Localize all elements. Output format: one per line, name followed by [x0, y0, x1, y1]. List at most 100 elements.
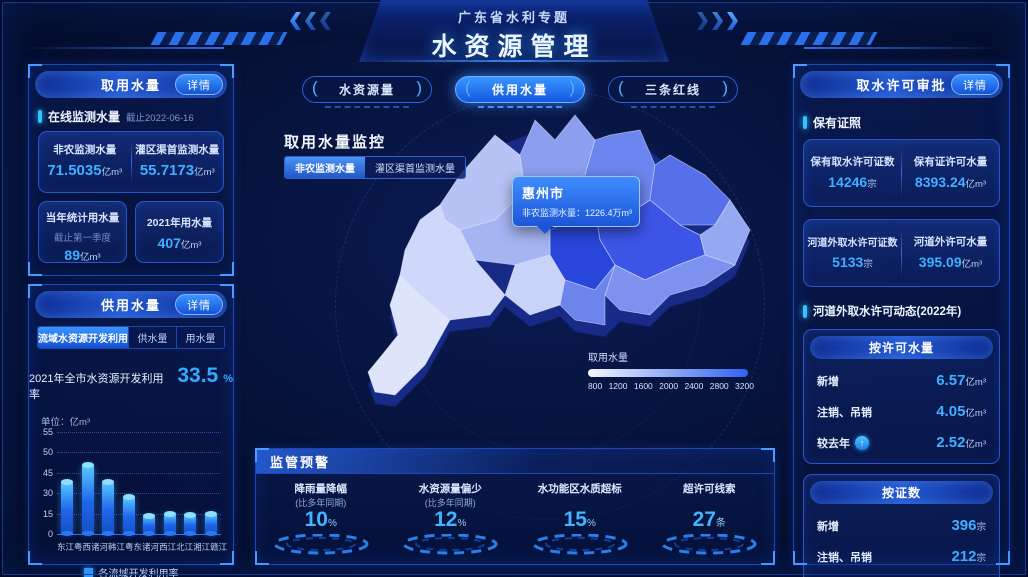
x-tick: 东江	[57, 542, 75, 552]
map-region[interactable]	[559, 264, 616, 326]
summary-unit: %	[223, 373, 233, 385]
legend-ticks: 800 1200 1600 2000 2400 2800 3200	[588, 381, 754, 391]
section-marker-icon	[803, 116, 807, 129]
x-tick: 北江	[176, 542, 194, 552]
stat-label: 当年统计用水量	[45, 212, 120, 224]
y-tick: 45	[42, 467, 53, 478]
subpanel-title: 按证数	[810, 481, 993, 504]
section-permit-dynamics: 河道外取水许可动态(2022年)	[803, 303, 1000, 319]
x-tick: 赣江	[210, 542, 228, 552]
panel-permit-header: 取水许可审批 详情	[800, 71, 1003, 98]
row-vs-last-year: 较去年 ↑ 2.52亿m³	[817, 434, 986, 451]
page-title: 水资源管理	[431, 33, 597, 61]
stat-unit: 亿m³	[80, 252, 101, 263]
stat-value: 55.7173	[139, 162, 195, 179]
subpanel-title: 按许可水量	[810, 336, 993, 359]
header-line-right	[804, 47, 1004, 49]
map-tooltip: 惠州市 非农监测水量：1226.4万m³	[512, 176, 640, 234]
held-licenses-card: 保有取水许可证数 14246宗 保有证许可水量 8393.24亿m³	[803, 139, 1000, 207]
basin-bar-chart: 55 50 45 30 15 0	[43, 427, 221, 539]
panel-water-permit: 取水许可审批 详情 保有证照 保有取水许可证数 14246宗 保有证许可水量 8…	[793, 64, 1010, 577]
section-title: 在线监测水量	[48, 110, 121, 124]
section-held-licenses: 保有证照	[803, 114, 1000, 131]
y-tick: 50	[42, 447, 53, 458]
tooltip-value-line: 非农监测水量：1226.4万m³	[522, 206, 633, 219]
detail-button[interactable]: 详情	[175, 74, 223, 95]
row-new: 新增 6.57亿m³	[817, 372, 986, 389]
detail-button[interactable]: 详情	[175, 294, 223, 315]
utilization-summary: 2021年全市水资源开发利用率 33.5 %	[29, 364, 233, 402]
bar	[102, 479, 115, 536]
summary-value: 33.5	[177, 364, 219, 387]
panel-title: 取水许可审批	[856, 78, 947, 93]
summary-label: 2021年全市水资源开发利用率	[29, 373, 164, 401]
legend-label: 各流域开发利用率	[98, 569, 179, 577]
section-online-monitoring: 在线监测水量 截止2022-06-16	[38, 108, 224, 125]
legend-gradient-bar	[588, 369, 748, 377]
x-axis-labels: 东江 粤西诸河 韩江 粤东诸河 西江 北江 湘江 赣江	[57, 541, 227, 553]
tab-water-resource[interactable]: ( 水资源量 )	[302, 76, 432, 108]
subpanel-by-count: 按证数 新增 396宗 注销、吊销 212宗 较去年↑ 184宗	[803, 474, 1000, 577]
panel-title: 取用水量	[100, 78, 161, 93]
bar	[81, 461, 94, 537]
section-title: 河道外取水许可动态(2022年)	[813, 306, 962, 318]
stat-unit: 亿m³	[194, 167, 215, 178]
tab-use-volume[interactable]: 用水量	[176, 327, 224, 348]
dashed-ring-icon	[661, 533, 757, 555]
row-cancelled: 注销、吊销 212宗	[817, 548, 986, 565]
alerts-title: 监管预警	[256, 449, 774, 474]
last-year-card: 2021年用水量 407亿m³	[135, 201, 224, 263]
tooltip-value: 1226.4万m³	[585, 208, 633, 218]
row-cancelled: 注销、吊销 4.05亿m³	[817, 403, 986, 420]
map-section-title: 取用水量监控	[284, 134, 387, 151]
detail-button[interactable]: 详情	[951, 74, 999, 95]
x-tick: 韩江	[108, 542, 126, 552]
bar	[184, 511, 197, 537]
section-marker-icon	[38, 110, 42, 123]
divider	[130, 141, 132, 183]
dashed-ring-icon	[273, 533, 369, 555]
tab-water-supply[interactable]: ( 供用水量 )	[455, 76, 585, 108]
stat-note: 截止第一季度	[53, 233, 111, 244]
toggle-irrigation-monitoring[interactable]: 灌区渠首监测水量	[365, 157, 465, 178]
x-tick: 粤东诸河	[125, 542, 160, 552]
x-tick: 西江	[159, 542, 177, 552]
map-color-legend: 取用水量 800 1200 1600 2000 2400 2800 3200	[588, 349, 754, 391]
tooltip-label: 非农监测水量：	[522, 208, 586, 218]
tab-three-red-lines[interactable]: ( 三条红线 )	[608, 76, 738, 108]
map-region[interactable]	[604, 254, 736, 316]
panel-water-intake-header: 取用水量 详情	[35, 71, 227, 98]
y-tick: 15	[42, 508, 53, 519]
stat-label: 2021年用水量	[146, 217, 213, 229]
y-tick: 30	[42, 488, 53, 499]
chevrons-left-icon	[290, 12, 331, 30]
supply-tabs: 流域水资源开发利用 供水量 用水量	[37, 326, 225, 349]
yearly-cards: 当年统计用水量 截止第一季度 89亿m³ 2021年用水量 407亿m³	[38, 201, 224, 263]
panel-water-supply-header: 供用水量 详情	[35, 291, 227, 318]
header-shape	[359, 0, 669, 62]
x-tick: 湘江	[193, 542, 211, 552]
stat-irrigation: 灌区渠首监测水量 55.7173亿m³	[132, 132, 224, 192]
alert-water-quality: 水功能区水质超标 15%	[519, 481, 641, 563]
tab-basin-utilization[interactable]: 流域水资源开发利用	[38, 327, 128, 348]
section-marker-icon	[803, 304, 807, 318]
section-title: 保有证照	[813, 116, 862, 130]
tab-supply-volume[interactable]: 供水量	[128, 327, 176, 348]
y-tick: 0	[47, 529, 53, 539]
dashed-ring-icon	[532, 533, 628, 555]
tooltip-city: 惠州市	[522, 186, 565, 201]
legend-swatch-icon	[83, 568, 93, 577]
header: 广东省水利专题 水资源管理	[24, 0, 1004, 66]
map-region[interactable]	[367, 274, 451, 396]
main-tabs: ( 水资源量 ) ( 供用水量 ) ( 三条红线 )	[302, 76, 738, 108]
map-toggles: 非农监测水量 灌区渠首监测水量	[284, 156, 466, 179]
header-line-left	[24, 47, 224, 49]
row-vs-last-year: 较去年↑ 184宗	[804, 572, 999, 577]
tab-label: 三条红线	[644, 83, 701, 97]
tab-label: 水资源量	[338, 83, 395, 97]
legend-title: 取用水量	[588, 353, 628, 364]
bar	[122, 494, 135, 536]
toggle-nonagri-monitoring[interactable]: 非农监测水量	[285, 157, 365, 178]
dashed-ring-icon	[402, 533, 498, 555]
